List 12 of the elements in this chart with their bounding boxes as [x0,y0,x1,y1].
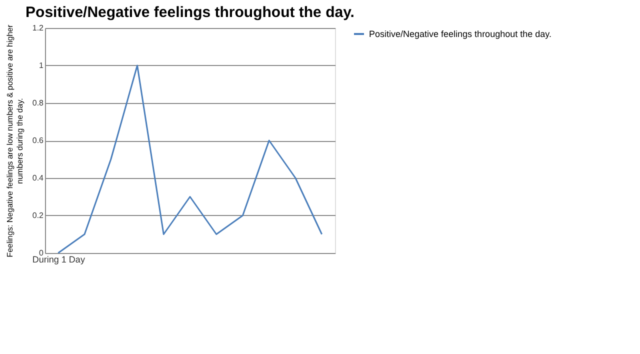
y-tick-label: 0 [39,248,44,258]
y-tick-label: 0.8 [32,98,44,108]
legend-label: Positive/Negative feelings throughout the day. [369,29,552,39]
y-tick-label: 0.4 [32,174,44,182]
line-series [57,64,323,254]
y-tick-label: 0.2 [32,211,44,220]
y-tick-label: 1 [39,61,44,70]
y-axis-title: Feelings: Negative feelings are low numbers & positive are higher numbers during the day. [5,24,24,258]
chart-title: Positive/Negative feelings throughout the day. [26,4,354,21]
y-tick-label: 1.2 [32,24,44,32]
x-tick-label: During 1 Day [32,254,86,264]
y-tick-label: 0.6 [32,136,44,145]
